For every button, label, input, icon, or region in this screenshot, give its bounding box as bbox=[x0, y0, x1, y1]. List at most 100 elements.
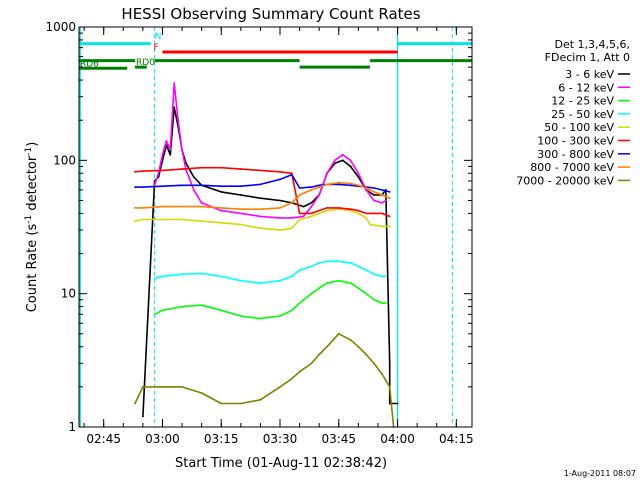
series-point bbox=[134, 220, 136, 223]
series-point bbox=[388, 197, 391, 200]
series-point bbox=[173, 82, 176, 84]
series-point bbox=[134, 402, 136, 405]
series-point bbox=[239, 168, 242, 170]
series-point bbox=[349, 339, 352, 341]
series-point bbox=[349, 184, 352, 187]
series-point bbox=[220, 209, 223, 212]
legend-entry-label: 800 - 7000 keV bbox=[530, 161, 614, 174]
series-group bbox=[134, 82, 399, 428]
series-point bbox=[200, 272, 203, 275]
legend-entry-label: 7000 - 20000 keV bbox=[516, 174, 614, 187]
series-point bbox=[141, 218, 144, 221]
y-tick-label: 1 bbox=[68, 420, 76, 434]
series-point bbox=[357, 287, 360, 290]
series-point bbox=[365, 353, 368, 356]
y-axis-label: Count Rate (s-1 detector-1) bbox=[24, 142, 40, 313]
status-line-label: RD6 bbox=[80, 59, 99, 69]
series-point bbox=[388, 190, 391, 193]
series-line bbox=[153, 82, 387, 219]
series-point bbox=[384, 199, 387, 202]
series-point bbox=[141, 206, 144, 209]
x-tick-label: 03:00 bbox=[145, 432, 180, 446]
series-point bbox=[134, 186, 136, 188]
y-tick-label: 100 bbox=[53, 153, 76, 167]
series-point bbox=[310, 292, 313, 295]
series-point bbox=[318, 212, 321, 215]
series-point bbox=[161, 275, 164, 278]
series-point bbox=[380, 212, 383, 215]
series-point bbox=[181, 205, 183, 208]
series-point bbox=[239, 223, 242, 226]
series-point bbox=[326, 209, 328, 212]
x-tick-label: 03:45 bbox=[321, 432, 356, 446]
series-point bbox=[200, 166, 203, 169]
series-point bbox=[161, 205, 164, 208]
series-point bbox=[200, 220, 203, 223]
series-point bbox=[302, 205, 305, 208]
series-point bbox=[141, 385, 144, 388]
status-line-label: RD0 bbox=[136, 58, 155, 68]
series-point bbox=[357, 172, 360, 175]
series-point bbox=[259, 169, 262, 172]
series-point bbox=[279, 385, 281, 388]
series-point bbox=[333, 159, 336, 162]
series-point bbox=[349, 282, 352, 285]
series-point bbox=[373, 273, 375, 276]
series-point bbox=[161, 153, 164, 156]
series-point bbox=[141, 186, 144, 188]
series-point bbox=[290, 201, 293, 204]
series-point bbox=[380, 189, 383, 191]
y-axis-label-end: ) bbox=[25, 142, 40, 147]
series-point bbox=[200, 392, 203, 394]
series-point bbox=[310, 265, 313, 268]
series-line bbox=[154, 260, 386, 284]
series-point bbox=[239, 315, 242, 317]
series-point bbox=[373, 362, 375, 365]
annotation-group: F RD6 RD0 N bbox=[79, 32, 472, 70]
series-point bbox=[181, 273, 183, 276]
series-line bbox=[135, 181, 391, 210]
series-point bbox=[259, 398, 262, 401]
series-point bbox=[380, 201, 383, 204]
x-tick-label: 02:45 bbox=[86, 432, 121, 446]
series-point bbox=[290, 309, 293, 312]
series-point bbox=[380, 302, 383, 304]
series-point bbox=[290, 172, 293, 175]
series-point bbox=[318, 194, 321, 196]
chart-title: HESSI Observing Summary Count Rates bbox=[121, 5, 420, 23]
series-point bbox=[373, 199, 375, 202]
series-point bbox=[298, 187, 301, 189]
series-point bbox=[290, 227, 293, 230]
series-point bbox=[373, 212, 375, 215]
y-tick-label: 10 bbox=[61, 287, 76, 301]
series-point bbox=[365, 269, 368, 272]
series-point bbox=[161, 385, 164, 388]
legend-entry-label: 300 - 800 keV bbox=[537, 148, 614, 161]
series-point bbox=[239, 212, 242, 215]
legend-header: Det 1,3,4,5,6, bbox=[554, 38, 630, 51]
series-point bbox=[279, 217, 281, 219]
legend-entry-label: 12 - 25 keV bbox=[551, 95, 614, 108]
x-axis-group: 02:45 03:00 03:15 03:30 03:45 04:00 04:15 bbox=[83, 27, 474, 446]
series-point bbox=[318, 353, 321, 356]
series-point bbox=[279, 229, 281, 231]
series-point bbox=[349, 262, 352, 264]
x-tick-label: 04:15 bbox=[439, 432, 474, 446]
series-point bbox=[341, 159, 344, 162]
series-point bbox=[220, 185, 223, 188]
series-point bbox=[161, 309, 164, 312]
series-point bbox=[337, 208, 340, 211]
series-point bbox=[279, 199, 281, 202]
series-point bbox=[200, 184, 203, 187]
series-point bbox=[220, 221, 223, 224]
series-point bbox=[161, 169, 164, 172]
overlay-group bbox=[79, 27, 453, 427]
series-point bbox=[239, 208, 242, 211]
series-point bbox=[181, 168, 183, 170]
series-point bbox=[396, 402, 399, 405]
series-point bbox=[279, 315, 281, 317]
series-point bbox=[318, 186, 321, 188]
series-point bbox=[153, 313, 156, 316]
series-point bbox=[279, 178, 281, 181]
series-point bbox=[200, 304, 203, 307]
